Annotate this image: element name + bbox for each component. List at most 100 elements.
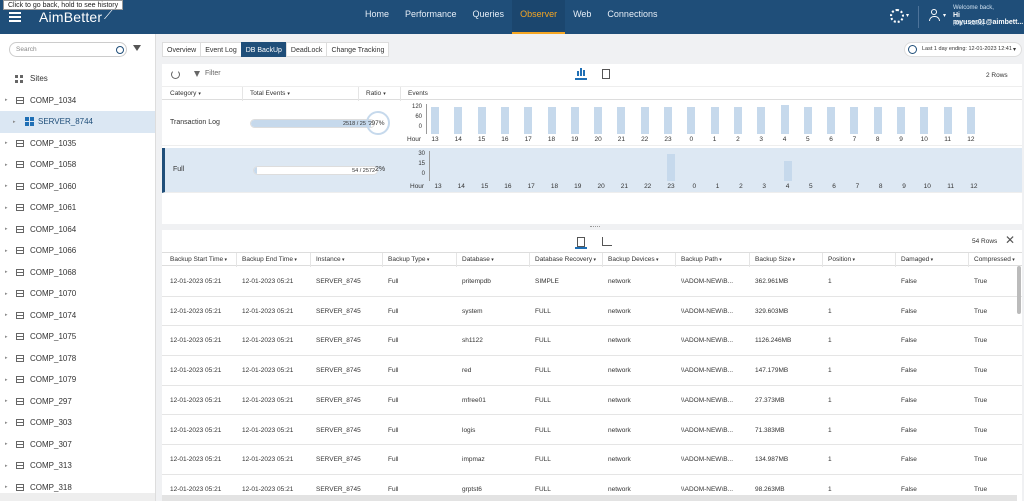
chevron-right-icon[interactable]: ▸ (5, 290, 8, 297)
sidebar-item-comp_303[interactable]: ▸ COMP_303 (0, 412, 155, 434)
chevron-down-icon[interactable]: ▾ (929, 257, 934, 263)
column-header-ratio[interactable]: Ratio ▾ (366, 90, 386, 97)
event-bar[interactable] (897, 107, 905, 134)
chevron-down-icon[interactable]: ▾ (1010, 257, 1015, 263)
sidebar-item-comp_318[interactable]: ▸ COMP_318 (0, 477, 155, 499)
chevron-right-icon[interactable]: ▸ (5, 462, 8, 469)
chevron-down-icon[interactable]: ▾ (425, 257, 430, 263)
filter-icon[interactable] (194, 71, 200, 77)
column-header-backup-devices[interactable]: Backup Devices ▾ (608, 256, 659, 263)
sidebar-item-comp_1078[interactable]: ▸ COMP_1078 (0, 348, 155, 370)
filter-icon[interactable] (133, 45, 141, 51)
sidebar-scrollbar[interactable] (0, 493, 155, 501)
sidebar-item-comp_297[interactable]: ▸ COMP_297 (0, 391, 155, 413)
chevron-right-icon[interactable]: ▸ (5, 226, 8, 233)
chevron-right-icon[interactable]: ▸ (5, 204, 8, 211)
chevron-right-icon[interactable]: ▸ (5, 398, 8, 405)
column-header-backup-type[interactable]: Backup Type ▾ (388, 256, 429, 263)
chevron-right-icon[interactable]: ▸ (5, 441, 8, 448)
nav-queries[interactable]: Queries (472, 9, 505, 19)
tab-event-log[interactable]: Event Log (200, 42, 241, 57)
event-bar[interactable] (966, 107, 975, 134)
sidebar-item-comp_1070[interactable]: ▸ COMP_1070 (0, 283, 155, 305)
nav-home[interactable]: Home (365, 9, 390, 19)
chevron-right-icon[interactable]: ▸ (13, 118, 16, 125)
menu-icon[interactable] (9, 12, 21, 22)
summary-row[interactable]: Full 54 / 2572 2% 30 15 0 Hour 13 14 15 16 17 18 19 20… (162, 148, 1022, 193)
tab-deadlock[interactable]: DeadLock (285, 42, 327, 57)
event-bar[interactable] (757, 107, 766, 134)
event-bar[interactable] (594, 107, 603, 134)
close-icon[interactable]: ✕ (1005, 233, 1016, 247)
chevron-right-icon[interactable]: ▸ (5, 269, 8, 276)
search-input[interactable]: Search (9, 42, 127, 57)
refresh-icon[interactable] (171, 70, 180, 79)
chevron-down-icon[interactable]: ▾ (287, 91, 290, 97)
sidebar-item-comp_307[interactable]: ▸ COMP_307 (0, 434, 155, 456)
panel-splitter[interactable] (162, 224, 1022, 230)
chevron-down-icon[interactable]: ▾ (906, 13, 910, 19)
chevron-down-icon[interactable]: ▾ (340, 257, 345, 263)
chevron-down-icon[interactable]: ▾ (292, 257, 297, 263)
chevron-down-icon[interactable]: ▾ (592, 257, 596, 263)
event-bar[interactable] (477, 107, 486, 134)
table-row[interactable]: 12-01-2023 05:21 12-01-2023 05:21 SERVER_8… (162, 326, 1022, 356)
chevron-down-icon[interactable]: ▾ (791, 257, 796, 263)
event-bar[interactable] (664, 107, 672, 134)
chevron-right-icon[interactable]: ▸ (5, 376, 8, 383)
table-icon[interactable] (600, 68, 612, 80)
filter-label[interactable]: Filter (205, 70, 221, 77)
column-header-position[interactable]: Position ▾ (828, 256, 855, 263)
column-header-database-recovery[interactable]: Database Recovery ▾ (535, 256, 596, 263)
search-icon[interactable] (116, 46, 124, 54)
horizontal-scrollbar[interactable] (162, 495, 1017, 501)
sidebar-item-comp_1034[interactable]: ▸ COMP_1034 (0, 90, 155, 112)
time-range-selector[interactable]: Last 1 day ending: 12-01-2023 12:41 ▾ (904, 42, 1022, 57)
event-bar[interactable] (803, 107, 812, 134)
chevron-right-icon[interactable]: ▸ (5, 140, 8, 147)
sidebar-item-sites[interactable]: Sites (0, 68, 155, 90)
user-icon[interactable] (928, 9, 940, 23)
sidebar-item-comp_1060[interactable]: ▸ COMP_1060 (0, 176, 155, 198)
gear-icon[interactable] (890, 9, 904, 23)
resize-handle-icon[interactable] (590, 226, 600, 227)
sidebar-item-comp_1066[interactable]: ▸ COMP_1066 (0, 240, 155, 262)
column-header-instance[interactable]: Instance ▾ (316, 256, 344, 263)
nav-performance[interactable]: Performance (405, 9, 457, 19)
nav-connections[interactable]: Connections (607, 9, 658, 19)
nav-observer[interactable]: Observer (512, 0, 566, 34)
chevron-down-icon[interactable]: ▾ (383, 91, 386, 97)
chevron-right-icon[interactable]: ▸ (5, 97, 8, 104)
chevron-down-icon[interactable]: ▾ (717, 257, 722, 263)
chevron-right-icon[interactable]: ▸ (5, 161, 8, 168)
column-header-events[interactable]: Events (408, 90, 428, 97)
sidebar-item-comp_1075[interactable]: ▸ COMP_1075 (0, 326, 155, 348)
table-row[interactable]: 12-01-2023 05:21 12-01-2023 05:21 SERVER_8… (162, 267, 1022, 297)
sidebar-item-comp_1058[interactable]: ▸ COMP_1058 (0, 154, 155, 176)
table-row[interactable]: 12-01-2023 05:21 12-01-2023 05:21 SERVER_8… (162, 475, 1022, 501)
bar-chart-icon[interactable] (575, 68, 587, 80)
column-header-backup-end-time[interactable]: Backup End Time ▾ (242, 256, 297, 263)
chevron-right-icon[interactable]: ▸ (5, 312, 8, 319)
vertical-scrollbar[interactable] (1017, 266, 1021, 314)
event-bar[interactable] (850, 107, 859, 134)
sidebar-item-comp_1035[interactable]: ▸ COMP_1035 (0, 133, 155, 155)
chevron-down-icon[interactable]: ▾ (223, 257, 228, 263)
table-icon[interactable] (575, 236, 587, 249)
nav-web[interactable]: Web (573, 9, 592, 19)
column-header-compressed[interactable]: Compressed ▾ (974, 256, 1015, 263)
sidebar-item-comp_1064[interactable]: ▸ COMP_1064 (0, 219, 155, 241)
event-bar[interactable] (524, 107, 533, 134)
event-bar[interactable] (873, 107, 882, 134)
column-header-category[interactable]: Category ▾ (170, 90, 201, 97)
column-header-backup-path[interactable]: Backup Path ▾ (681, 256, 722, 263)
chevron-right-icon[interactable]: ▸ (5, 419, 8, 426)
column-header-database[interactable]: Database ▾ (462, 256, 494, 263)
chevron-right-icon[interactable]: ▸ (5, 247, 8, 254)
sidebar-item-comp_313[interactable]: ▸ COMP_313 (0, 455, 155, 477)
event-bar[interactable] (547, 107, 556, 134)
sidebar-item-comp_1079[interactable]: ▸ COMP_1079 (0, 369, 155, 391)
table-row[interactable]: 12-01-2023 05:21 12-01-2023 05:21 SERVER_8… (162, 386, 1022, 416)
column-header-damaged[interactable]: Damaged ▾ (901, 256, 933, 263)
chevron-down-icon[interactable]: ▾ (489, 257, 494, 263)
